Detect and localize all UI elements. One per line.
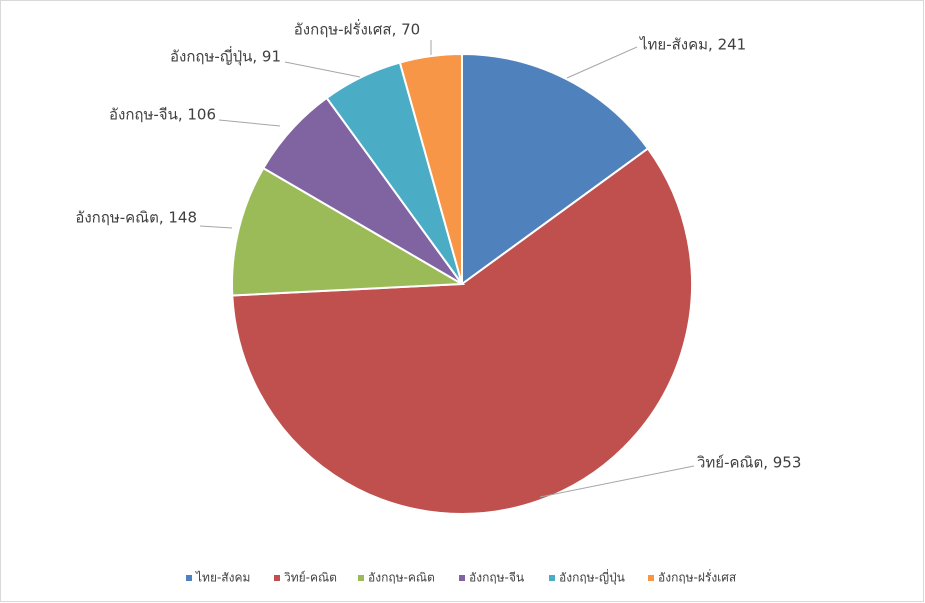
- legend-marker: [459, 575, 465, 581]
- legend-label: อังกฤษ-ญี่ปุ่น: [559, 569, 625, 586]
- data-label: อังกฤษ-ญี่ปุ่น, 91: [170, 46, 281, 67]
- legend-label: ไทย-สังคม: [195, 571, 250, 585]
- legend-label: อังกฤษ-จีน: [469, 571, 524, 585]
- data-label: อังกฤษ-ฝรั่งเศส, 70: [294, 19, 420, 39]
- data-label: อังกฤษ-จีน, 106: [109, 106, 216, 124]
- legend-label: อังกฤษ-ฝรั่งเศส: [658, 569, 737, 585]
- data-label: ไทย-สังคม, 241: [639, 36, 746, 54]
- legend-marker: [549, 575, 555, 581]
- pie-slice: [231, 166, 466, 297]
- data-label: อังกฤษ-คณิต, 148: [75, 209, 197, 227]
- legend-marker: [274, 575, 280, 581]
- legend-marker: [358, 575, 364, 581]
- leader-line: [218, 119, 281, 127]
- pie-slice: [398, 52, 463, 285]
- pie-slice: [231, 147, 693, 515]
- data-label: วิทย์-คณิต, 953: [696, 454, 801, 472]
- leader-line: [539, 465, 695, 498]
- leader-line: [199, 225, 233, 229]
- pie-slice: [461, 52, 650, 286]
- legend-label: อังกฤษ-คณิต: [368, 571, 435, 585]
- legend-marker: [648, 575, 654, 581]
- leader-line: [284, 61, 361, 78]
- legend-label: วิทย์-คณิต: [284, 571, 337, 585]
- legend-marker: [186, 575, 192, 581]
- leader-line: [566, 46, 638, 79]
